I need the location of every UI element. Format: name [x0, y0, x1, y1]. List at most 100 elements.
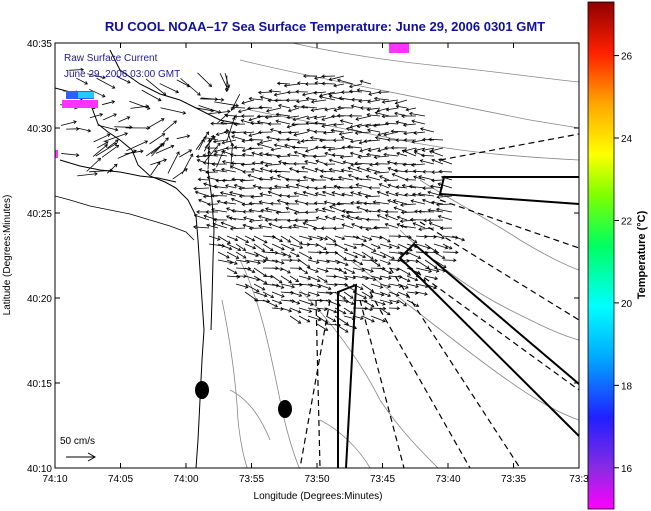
current-vector [262, 275, 274, 278]
current-vector [387, 199, 399, 205]
current-vector-head [331, 191, 336, 195]
current-vector [431, 179, 444, 181]
current-vector [102, 113, 117, 121]
current-vector-head [316, 278, 321, 283]
current-vector-head [299, 282, 303, 287]
current-vector [293, 115, 309, 121]
current-vector-head [195, 154, 200, 159]
current-vector [316, 259, 330, 263]
current-vector [262, 291, 274, 298]
current-vector-head [310, 178, 315, 182]
current-vector [301, 166, 318, 173]
current-vector-head [226, 84, 231, 89]
current-vector-head [340, 168, 345, 173]
current-vector [379, 275, 391, 279]
current-vector [358, 99, 372, 102]
current-vector-head [175, 89, 180, 94]
current-vector [424, 275, 438, 280]
current-vector-head [321, 81, 325, 86]
current-vector-head [374, 161, 379, 166]
current-vector [235, 235, 249, 243]
current-vector-head [268, 186, 272, 191]
current-vector [350, 202, 363, 205]
current-vector-head [296, 178, 301, 183]
current-vector [212, 169, 228, 173]
current-vector-head [404, 193, 408, 197]
current-vector-head [394, 111, 398, 116]
current-vector [346, 215, 363, 221]
current-vector-head [357, 154, 361, 159]
current-vector-head [193, 186, 197, 191]
current-vector [253, 259, 266, 262]
current-vector-head [239, 178, 244, 183]
current-vector [198, 178, 210, 181]
current-vector-head [241, 139, 245, 143]
current-vector-head [402, 123, 407, 127]
current-vector-head [374, 135, 379, 140]
current-vector-head [363, 295, 368, 299]
current-vector-head [267, 190, 272, 195]
current-vector-head [328, 94, 333, 99]
current-vector [379, 183, 390, 189]
current-vector-head [369, 162, 373, 167]
current-vector [293, 105, 309, 109]
current-vector [349, 186, 363, 189]
current-vector-head [376, 190, 381, 195]
shoreline-detail [55, 195, 195, 241]
current-vector-head [342, 310, 347, 315]
current-vector-head [278, 279, 283, 284]
current-vector-head [206, 176, 211, 180]
current-vector-head [356, 88, 361, 93]
current-vector [206, 224, 219, 229]
current-vector-head [265, 152, 269, 157]
sst-patch [389, 43, 409, 53]
current-vector [294, 151, 309, 157]
current-vector [415, 291, 428, 295]
current-vector-head [370, 269, 374, 273]
current-vector-head [228, 216, 233, 221]
current-vector-head [184, 168, 188, 172]
current-vector-head [359, 225, 363, 230]
current-vector-head [97, 157, 101, 162]
current-vector [359, 147, 372, 152]
current-vector-head [259, 167, 264, 171]
current-vector [355, 131, 372, 134]
current-vector [277, 155, 291, 158]
current-vector-head [278, 225, 283, 230]
current-vector-head [355, 183, 360, 187]
current-vector-head [411, 119, 415, 124]
current-vector [359, 227, 372, 229]
current-vector [397, 299, 407, 307]
current-vector [424, 267, 439, 272]
current-vector-head [287, 270, 291, 274]
y-tick-label: 40:35 [27, 39, 52, 50]
current-vector-head [102, 75, 106, 80]
current-vector [216, 150, 225, 168]
current-vector-head [434, 276, 439, 281]
current-vector-head [366, 128, 371, 133]
current-vector [95, 142, 117, 157]
current-vector-head [319, 174, 324, 179]
current-vector-head [216, 237, 221, 241]
current-vector-head [363, 238, 367, 243]
current-vector [289, 299, 300, 305]
current-vector [257, 143, 273, 149]
current-vector-head [281, 294, 285, 298]
current-vector-head [242, 223, 247, 228]
current-vector-head [395, 300, 400, 304]
current-vector [298, 267, 308, 274]
current-vector [307, 275, 321, 282]
current-vector [367, 114, 381, 117]
current-vector-head [306, 116, 310, 120]
current-vector-head [401, 183, 406, 188]
current-vector [277, 175, 291, 181]
current-vector [289, 315, 301, 324]
current-vector-head [231, 177, 235, 182]
current-vector [289, 235, 303, 245]
current-vector-head [229, 153, 234, 157]
current-vector [253, 235, 268, 244]
current-vector-head [341, 209, 346, 214]
current-vector-head [124, 132, 129, 136]
current-vector [250, 122, 264, 125]
current-vector [217, 243, 232, 250]
